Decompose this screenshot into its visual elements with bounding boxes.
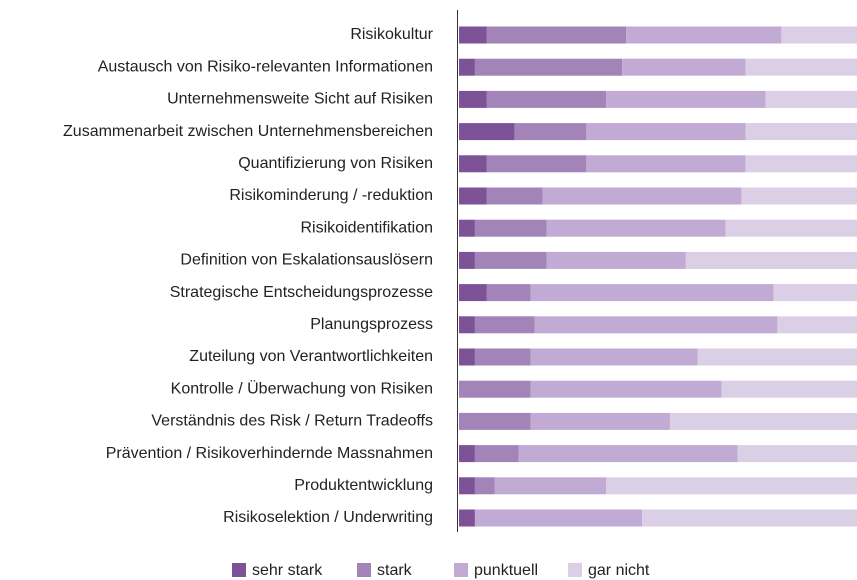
bar-segment: [534, 316, 778, 334]
y-tick-label: Verständnis des Risk / Return Tradeoffs: [151, 413, 433, 430]
bar-segment: [459, 412, 531, 430]
y-tick-label: Risikokultur: [350, 26, 433, 43]
bar-segment: [622, 58, 746, 76]
y-tick-label: Definition von Eskalationsauslösern: [180, 252, 433, 269]
bar-segment: [530, 380, 722, 398]
legend-label: sehr stark: [252, 562, 323, 579]
legend-label: stark: [377, 562, 413, 579]
y-tick-label: Prävention / Risikoverhindernde Massnahm…: [106, 445, 433, 462]
bar-segment: [459, 477, 475, 495]
bar-segment: [474, 219, 547, 237]
y-tick-label: Zuteilung von Verantwortlichkeiten: [189, 348, 433, 365]
bar-segment: [586, 123, 746, 141]
bar-segment: [486, 284, 531, 302]
bar-segment: [773, 284, 857, 302]
bar-segment: [642, 509, 857, 527]
bar-segment: [721, 380, 857, 398]
bar-segment: [486, 26, 627, 44]
bar-segment: [765, 90, 857, 108]
bar-segment: [586, 155, 746, 173]
bar-segment: [606, 90, 766, 108]
y-tick-label: Risikoidentifikation: [300, 219, 433, 236]
legend-swatch: [454, 563, 468, 577]
bar-segment: [745, 58, 857, 76]
bar-segment: [459, 316, 475, 334]
bar-segment: [474, 445, 519, 463]
bar-segment: [745, 123, 857, 141]
bar-segment: [459, 251, 475, 269]
y-tick-label: Unternehmensweite Sicht auf Risiken: [167, 91, 433, 108]
legend-swatch: [232, 563, 246, 577]
bar-segment: [530, 412, 670, 430]
bar-segment: [494, 477, 607, 495]
bar-segment: [626, 26, 782, 44]
bar-segment: [459, 348, 475, 366]
bar-segment: [741, 187, 857, 205]
bar-segment: [459, 155, 487, 173]
y-tick-label: Planungsprozess: [310, 316, 433, 333]
legend-swatch: [357, 563, 371, 577]
bar-segment: [542, 187, 742, 205]
legend-label: gar nicht: [588, 562, 650, 579]
bar-segment: [459, 90, 487, 108]
bar-segment: [777, 316, 857, 334]
bar-segment: [486, 90, 607, 108]
bar-segment: [530, 284, 774, 302]
y-tick-label: Zusammenarbeit zwischen Unternehmensbere…: [63, 123, 433, 140]
bar-segment: [459, 187, 487, 205]
bar-segment: [781, 26, 857, 44]
bar-segment: [697, 348, 857, 366]
bar-segment: [725, 219, 857, 237]
y-tick-label: Risikoselektion / Underwriting: [223, 509, 433, 526]
y-tick-label: Strategische Entscheidungsprozesse: [170, 284, 433, 301]
bar-segment: [518, 445, 738, 463]
bar-segment: [459, 123, 515, 141]
y-tick-label: Produktentwicklung: [294, 477, 433, 494]
bar-segment: [459, 26, 487, 44]
bar-segment: [606, 477, 857, 495]
bar-segment: [546, 219, 726, 237]
bar-segment: [745, 155, 857, 173]
bar-segment: [685, 251, 857, 269]
y-tick-label: Austausch von Risiko-relevanten Informat…: [98, 58, 433, 75]
bar-segment: [459, 219, 475, 237]
bar-segment: [459, 284, 487, 302]
bar-segment: [474, 477, 495, 495]
bar-segment: [486, 155, 587, 173]
bar-segment: [530, 348, 698, 366]
bar-segment: [546, 251, 686, 269]
y-tick-label: Kontrolle / Überwachung von Risiken: [171, 379, 433, 397]
bar-segment: [474, 348, 531, 366]
bar-segment: [459, 380, 531, 398]
bar-segment: [474, 316, 535, 334]
bar-segment: [474, 251, 547, 269]
bar-segment: [514, 123, 587, 141]
legend-swatch: [568, 563, 582, 577]
bar-segment: [459, 445, 475, 463]
bar-segment: [459, 58, 475, 76]
bar-segment: [474, 58, 623, 76]
bar-segment: [486, 187, 543, 205]
bar-segment: [459, 509, 475, 527]
bar-segment: [474, 509, 643, 527]
bar-segment: [737, 445, 857, 463]
y-tick-label: Quantifizierung von Risiken: [238, 155, 433, 172]
y-tick-label: Risikominderung / -reduktion: [229, 187, 433, 204]
bar-segment: [669, 412, 857, 430]
legend-label: punktuell: [474, 562, 538, 579]
